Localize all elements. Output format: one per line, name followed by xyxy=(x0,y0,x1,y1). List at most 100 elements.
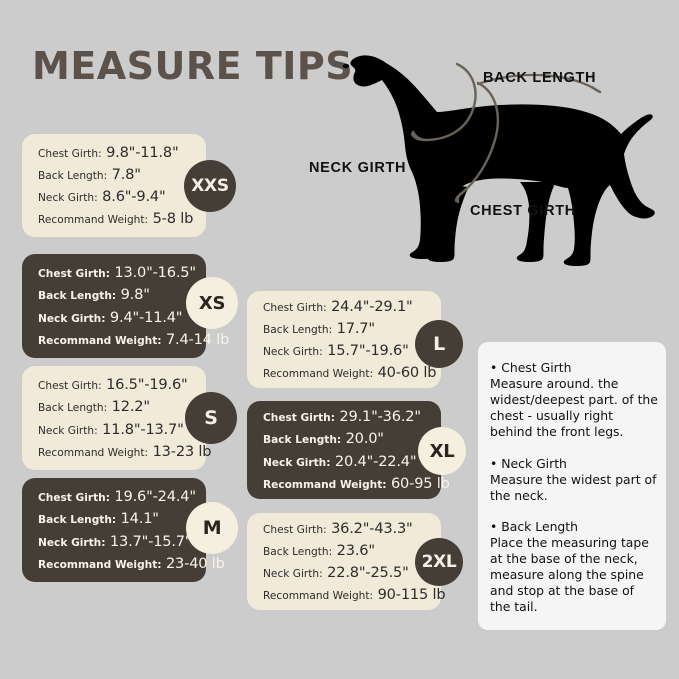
measurement-instructions-panel: • Chest Girth Measure around. the widest… xyxy=(478,342,666,630)
field-value-weight: 13-23 lb xyxy=(152,442,212,460)
size-badge-m: M xyxy=(186,502,238,554)
field-label-neck: Neck Girth: xyxy=(38,192,98,204)
size-card-m[interactable]: Chest Girth: 19.6"-24.4" Back Length: 14… xyxy=(22,478,225,582)
measurement-loops-icon xyxy=(410,62,602,204)
field-value-weight: 23-40 lb xyxy=(165,554,225,572)
dog-diagram xyxy=(290,30,679,280)
instruction-back-length: • Back Length Place the measuring tape a… xyxy=(490,519,658,616)
instruction-chest-girth: • Chest Girth Measure around. the widest… xyxy=(490,360,658,441)
row-neck: Neck Girth: 22.8"-25.5" xyxy=(263,562,409,583)
field-label-chest: Chest Girth: xyxy=(38,268,110,281)
row-back: Back Length: 17.7" xyxy=(263,318,401,339)
row-weight: Recommand Weight: 5-8 lb xyxy=(38,208,193,229)
field-value-back: 20.0" xyxy=(345,430,384,448)
row-weight: Recommand Weight: 7.4-14 lb xyxy=(38,329,229,350)
field-value-weight: 60-95 lb xyxy=(390,474,450,492)
field-label-weight: Recommand Weight: xyxy=(263,478,387,491)
row-chest: Chest Girth: 13.0"-16.5" xyxy=(38,262,196,283)
instruction-heading: • Back Length xyxy=(490,518,579,534)
instruction-body: Place the measuring tape at the base of … xyxy=(490,534,649,615)
label-neck-girth: NECK GIRTH xyxy=(309,160,407,176)
size-badge-l: L xyxy=(415,320,463,368)
instruction-heading: • Neck Girth xyxy=(490,455,567,471)
field-value-chest: 29.1"-36.2" xyxy=(339,408,421,426)
field-value-neck: 9.4"-11.4" xyxy=(109,308,183,326)
field-value-back: 7.8" xyxy=(111,165,141,183)
row-weight: Recommand Weight: 90-115 lb xyxy=(263,584,446,605)
field-label-weight: Recommand Weight: xyxy=(38,334,162,347)
instruction-body: Measure around. the widest/deepest part.… xyxy=(490,376,658,440)
size-card-2xl[interactable]: Chest Girth: 36.2"-43.3" Back Length: 23… xyxy=(247,513,446,610)
row-back: Back Length: 23.6" xyxy=(263,540,401,561)
row-neck: Neck Girth: 20.4"-22.4" xyxy=(263,451,417,472)
row-neck: Neck Girth: 11.8"-13.7" xyxy=(38,419,184,440)
field-label-chest: Chest Girth: xyxy=(263,412,335,425)
field-label-weight: Recommand Weight: xyxy=(263,590,374,603)
field-label-back: Back Length: xyxy=(38,514,117,527)
field-value-weight: 7.4-14 lb xyxy=(165,330,230,348)
field-value-neck: 13.7"-15.7" xyxy=(109,532,192,550)
row-back: Back Length: 12.2" xyxy=(38,396,166,417)
row-neck: Neck Girth: 9.4"-11.4" xyxy=(38,307,183,328)
field-label-chest: Chest Girth: xyxy=(38,380,102,393)
field-label-weight: Recommand Weight: xyxy=(38,214,149,227)
row-weight: Recommand Weight: 13-23 lb xyxy=(38,441,212,462)
field-label-weight: Recommand Weight: xyxy=(38,558,162,571)
field-label-back: Back Length: xyxy=(263,545,333,558)
size-card-s[interactable]: Chest Girth: 16.5"-19.6" Back Length: 12… xyxy=(22,366,212,470)
size-badge-2xl: 2XL xyxy=(415,538,463,586)
field-value-chest: 24.4"-29.1" xyxy=(331,297,413,315)
field-label-back: Back Length: xyxy=(263,434,342,447)
field-label-weight: Recommand Weight: xyxy=(38,446,149,459)
field-label-chest: Chest Girth: xyxy=(38,492,110,505)
field-value-back: 23.6" xyxy=(336,541,375,559)
field-value-back: 14.1" xyxy=(120,510,159,528)
field-label-back: Back Length: xyxy=(38,169,108,182)
field-value-neck: 8.6"-9.4" xyxy=(102,188,166,205)
row-neck: Neck Girth: 13.7"-15.7" xyxy=(38,531,192,552)
field-value-chest: 16.5"-19.6" xyxy=(106,376,188,394)
page-title: MEASURE TIPS xyxy=(32,44,354,88)
field-value-weight: 40-60 lb xyxy=(377,364,437,382)
field-value-chest: 13.0"-16.5" xyxy=(114,264,196,282)
field-label-back: Back Length: xyxy=(263,323,333,336)
field-value-neck: 15.7"-19.6" xyxy=(327,342,409,359)
size-badge-xs: XS xyxy=(186,277,238,329)
label-chest-girth: CHEST GIRTH xyxy=(470,203,576,219)
row-neck: Neck Girth: 8.6"-9.4" xyxy=(38,186,166,207)
field-label-neck: Neck Girth: xyxy=(263,568,323,580)
row-chest: Chest Girth: 29.1"-36.2" xyxy=(263,406,421,427)
field-label-chest: Chest Girth: xyxy=(38,147,102,160)
field-value-weight: 90-115 lb xyxy=(377,586,446,604)
row-chest: Chest Girth: 9.8"-11.8" xyxy=(38,142,179,163)
row-back: Back Length: 7.8" xyxy=(38,164,166,185)
field-label-back: Back Length: xyxy=(38,402,108,415)
row-chest: Chest Girth: 16.5"-19.6" xyxy=(38,374,188,395)
field-label-weight: Recommand Weight: xyxy=(263,368,374,381)
row-back: Back Length: 20.0" xyxy=(263,428,401,449)
label-back-length: BACK LENGTH xyxy=(483,70,597,86)
size-card-xl[interactable]: Chest Girth: 29.1"-36.2" Back Length: 20… xyxy=(247,401,450,499)
instruction-body: Measure the widest part of the neck. xyxy=(490,471,657,503)
size-badge-s: S xyxy=(185,392,237,444)
field-value-back: 9.8" xyxy=(120,286,150,304)
field-label-neck: Neck Girth: xyxy=(263,346,323,358)
field-label-chest: Chest Girth: xyxy=(263,523,327,536)
size-card-l[interactable]: Chest Girth: 24.4"-29.1" Back Length: 17… xyxy=(247,291,441,388)
field-label-neck: Neck Girth: xyxy=(38,424,98,437)
size-badge-xxs: XXS xyxy=(184,160,236,212)
field-value-back: 12.2" xyxy=(111,398,150,416)
field-value-neck: 20.4"-22.4" xyxy=(334,452,417,470)
row-chest: Chest Girth: 19.6"-24.4" xyxy=(38,486,196,507)
row-weight: Recommand Weight: 60-95 lb xyxy=(263,473,450,494)
dog-silhouette-icon xyxy=(342,55,655,266)
instruction-heading: • Chest Girth xyxy=(490,360,572,375)
size-card-xs[interactable]: Chest Girth: 13.0"-16.5" Back Length: 9.… xyxy=(22,254,229,358)
row-neck: Neck Girth: 15.7"-19.6" xyxy=(263,340,409,361)
field-value-weight: 5-8 lb xyxy=(152,210,194,228)
size-badge-xl: XL xyxy=(418,427,466,475)
size-card-xxs[interactable]: Chest Girth: 9.8"-11.8" Back Length: 7.8… xyxy=(22,134,206,237)
field-label-back: Back Length: xyxy=(38,290,117,303)
field-value-back: 17.7" xyxy=(336,319,375,337)
